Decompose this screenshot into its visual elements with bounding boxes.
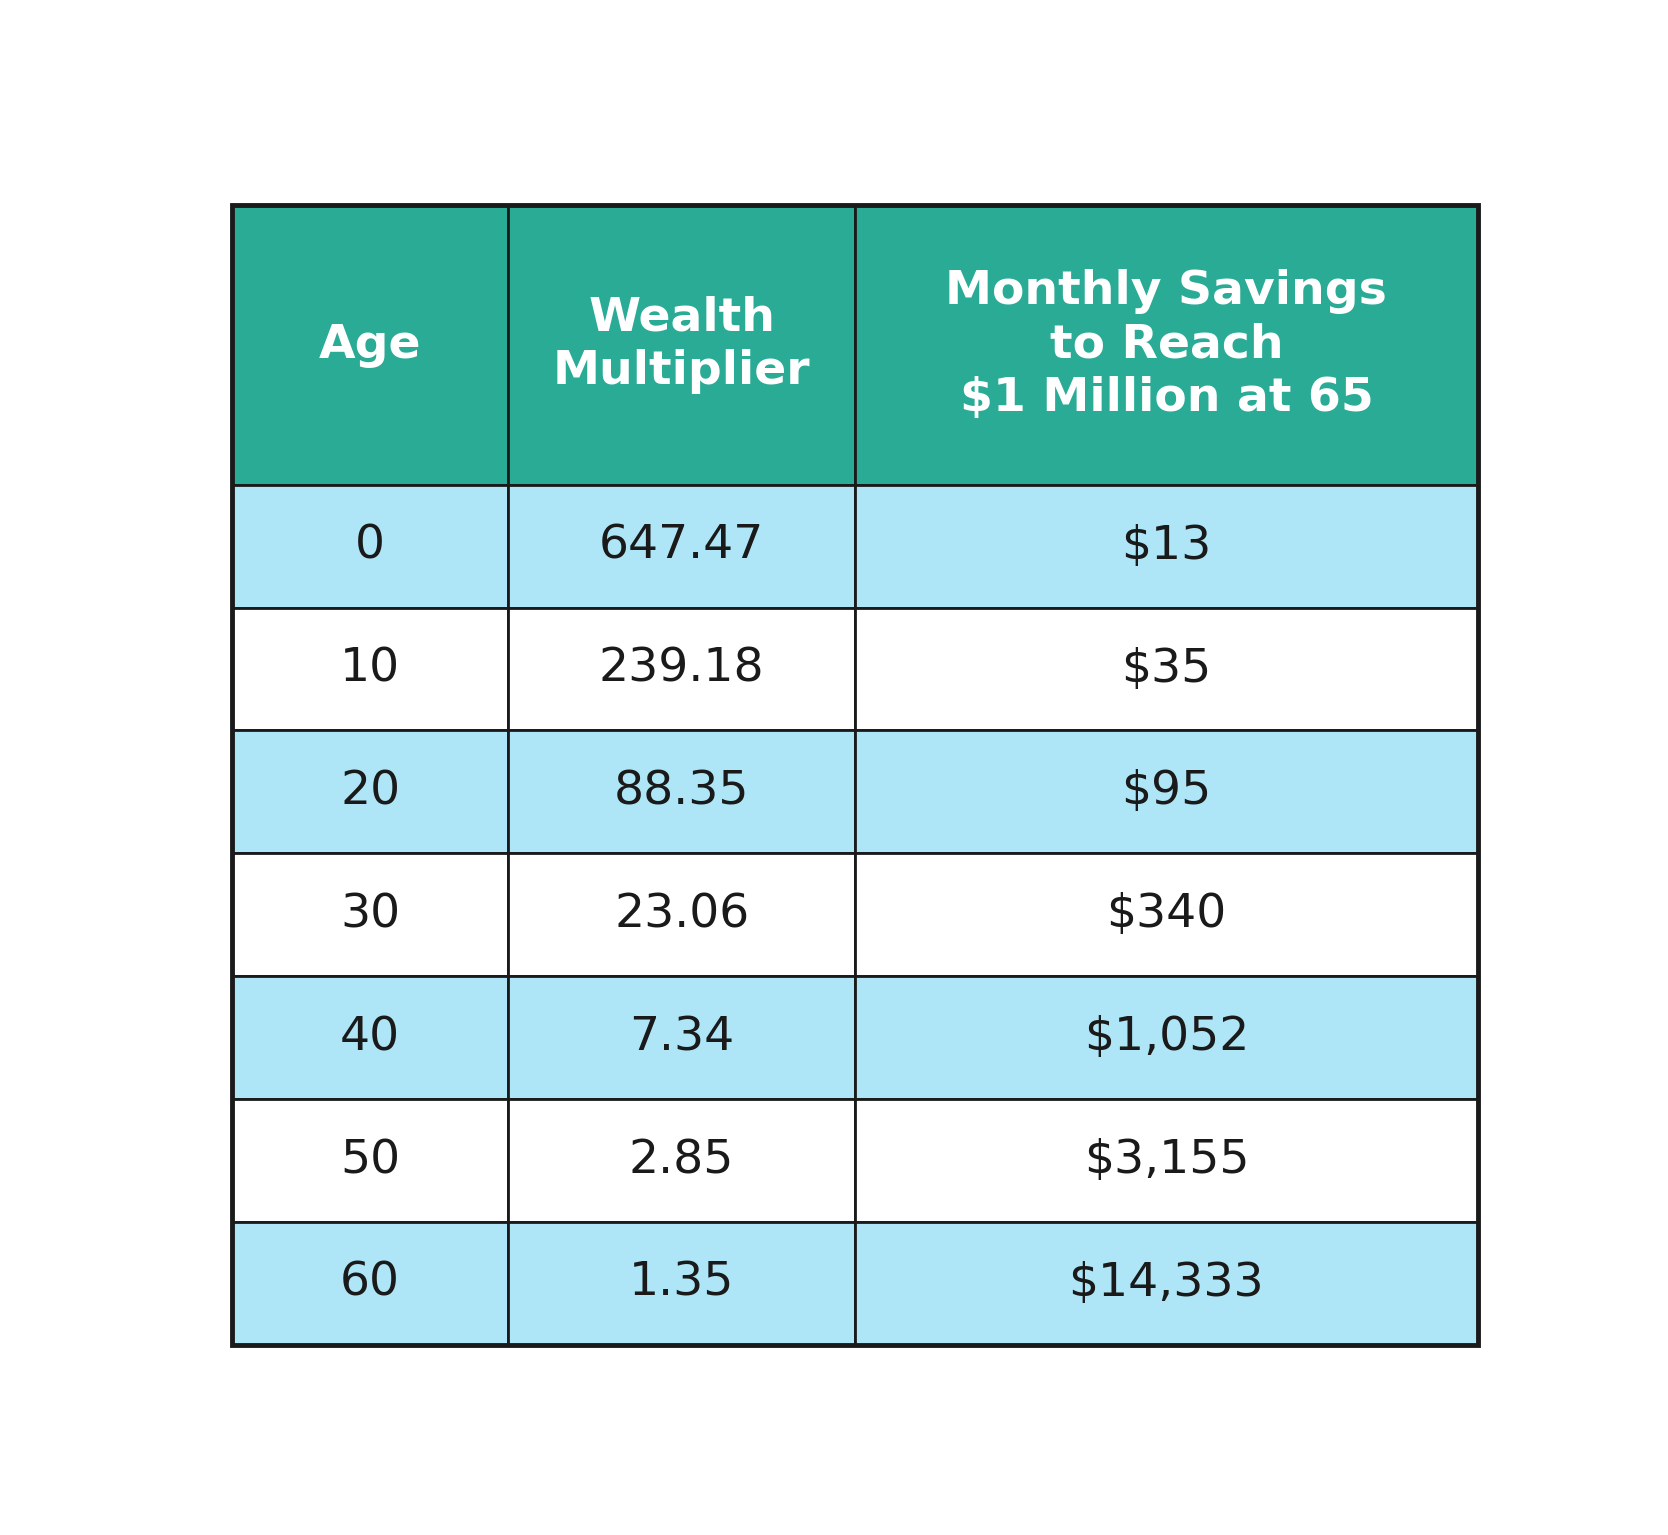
Text: $340: $340	[1106, 892, 1226, 938]
Text: 1.35: 1.35	[629, 1260, 734, 1306]
Bar	[232, 608, 509, 731]
Text: 60: 60	[340, 1260, 400, 1306]
Text: $1,052: $1,052	[1084, 1015, 1249, 1061]
Bar	[854, 608, 1478, 731]
Bar	[509, 206, 854, 485]
Bar	[232, 206, 509, 485]
Bar	[509, 485, 854, 608]
Text: 23.06: 23.06	[614, 892, 749, 938]
Bar	[854, 731, 1478, 853]
Bar	[854, 976, 1478, 1099]
Text: Wealth
Multiplier: Wealth Multiplier	[552, 296, 811, 394]
Text: 50: 50	[340, 1137, 400, 1183]
Text: $13: $13	[1121, 523, 1211, 568]
Bar	[854, 1099, 1478, 1222]
Text: Age: Age	[319, 322, 422, 367]
Bar	[509, 1099, 854, 1222]
Bar	[232, 1099, 509, 1222]
Text: $95: $95	[1121, 769, 1211, 815]
Bar	[509, 1222, 854, 1345]
Bar	[232, 976, 509, 1099]
Bar	[854, 206, 1478, 485]
Bar	[232, 853, 509, 976]
Bar	[232, 731, 509, 853]
Text: 88.35: 88.35	[614, 769, 749, 815]
Text: 30: 30	[340, 892, 400, 938]
Text: 10: 10	[340, 646, 400, 692]
Bar	[232, 1222, 509, 1345]
Bar	[854, 485, 1478, 608]
Text: 20: 20	[340, 769, 400, 815]
Text: 7.34: 7.34	[629, 1015, 734, 1061]
Text: 0: 0	[355, 523, 385, 568]
Bar	[854, 853, 1478, 976]
Text: 647.47: 647.47	[599, 523, 764, 568]
Bar	[509, 608, 854, 731]
Bar	[232, 485, 509, 608]
Text: 40: 40	[340, 1015, 400, 1061]
Text: $14,333: $14,333	[1069, 1260, 1264, 1306]
Text: Monthly Savings
to Reach
$1 Million at 65: Monthly Savings to Reach $1 Million at 6…	[946, 269, 1388, 421]
Bar	[509, 731, 854, 853]
Text: 2.85: 2.85	[629, 1137, 734, 1183]
Bar	[509, 853, 854, 976]
Bar	[509, 976, 854, 1099]
Text: $35: $35	[1121, 646, 1211, 692]
Text: $3,155: $3,155	[1084, 1137, 1249, 1183]
Text: 239.18: 239.18	[599, 646, 764, 692]
Bar	[854, 1222, 1478, 1345]
